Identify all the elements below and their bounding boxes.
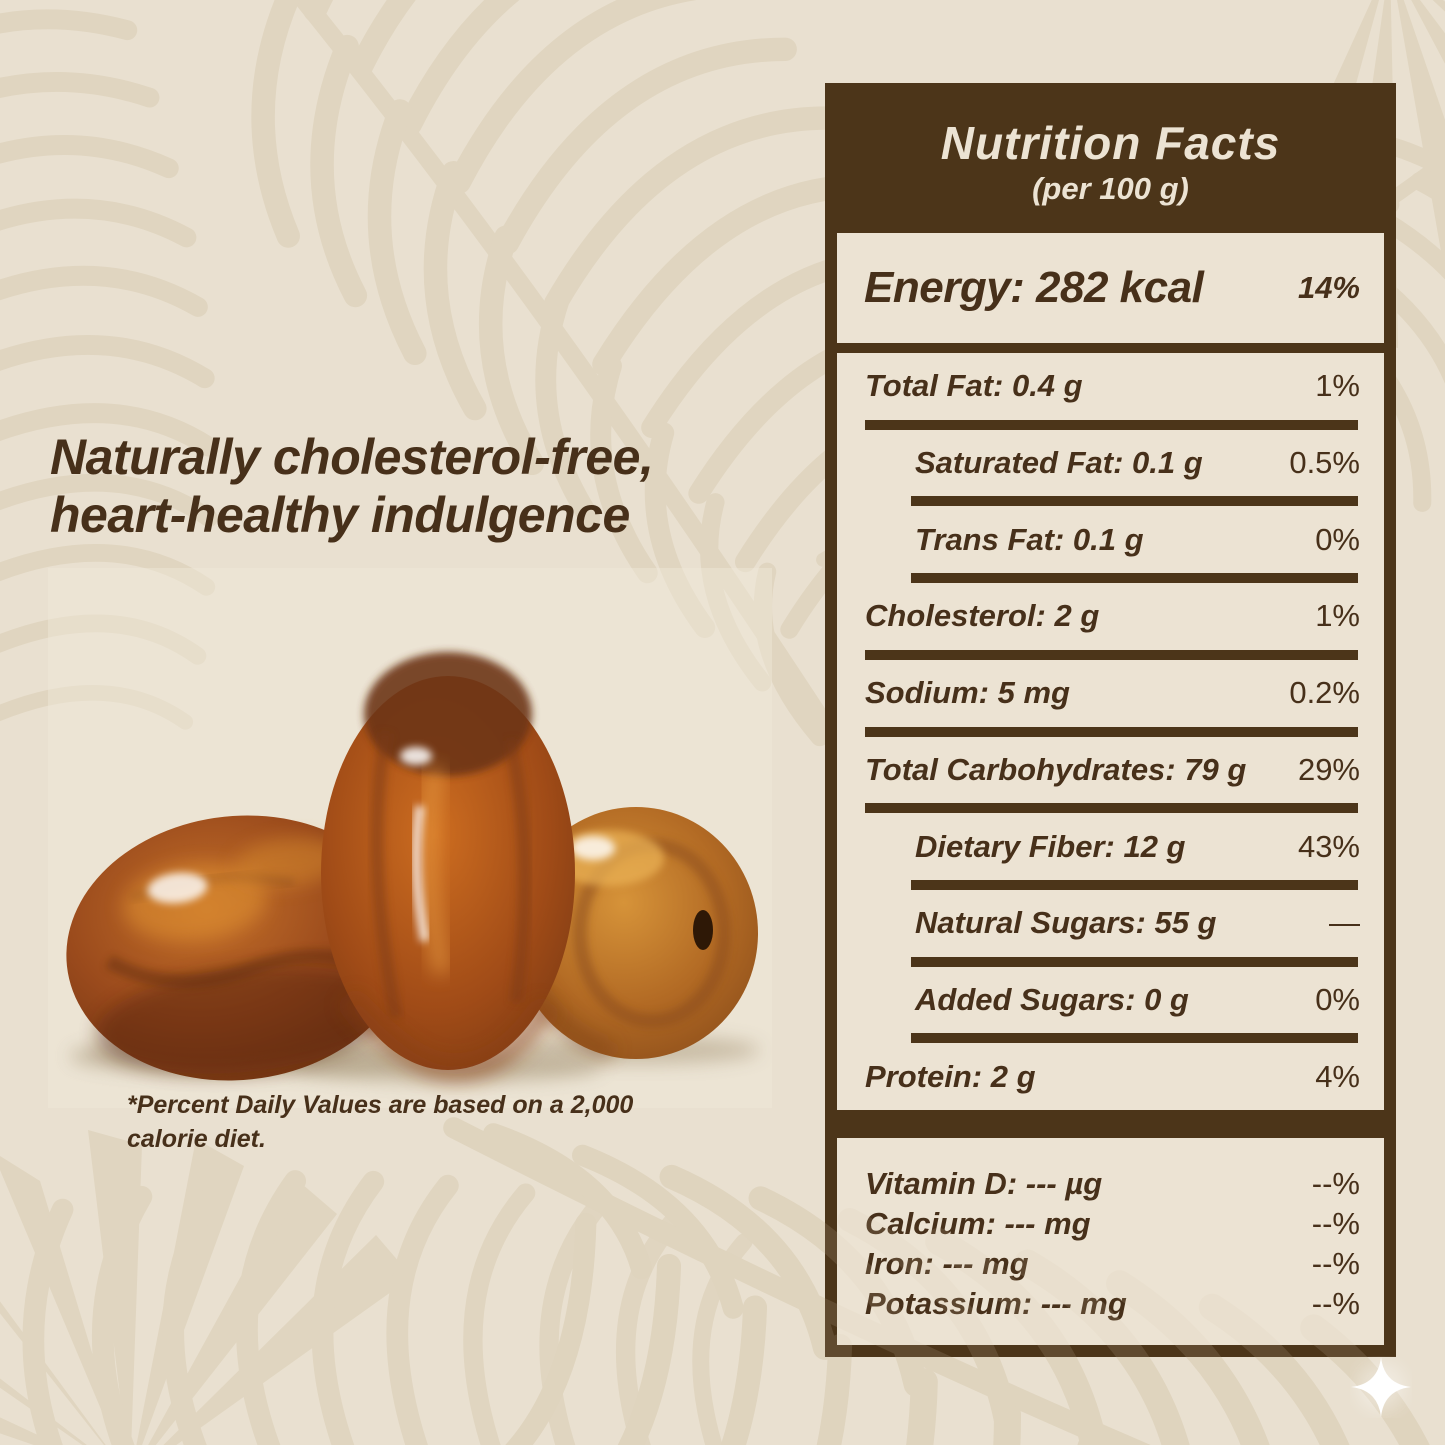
table-row-protein: Protein: 2 g 4% — [837, 1043, 1384, 1110]
table-row-calcium: Calcium: --- mg --% — [865, 1204, 1360, 1244]
headline-line-1: Naturally cholesterol-free, — [50, 429, 654, 485]
nutrition-facts-title: Nutrition Facts — [940, 117, 1281, 169]
table-row-total-carbohydrates: Total Carbohydrates: 79 g 29% — [837, 737, 1384, 804]
row-divider — [865, 803, 1358, 814]
row-daily-value: 1% — [1315, 598, 1360, 634]
footnote-line-1: *Percent Daily Values are based on a 2,0… — [127, 1091, 634, 1119]
row-divider — [911, 496, 1358, 507]
row-divider — [865, 419, 1358, 430]
headline-line-2: heart-healthy indulgence — [50, 487, 630, 543]
row-label: Potassium: --- mg — [865, 1286, 1127, 1321]
table-row-potassium: Potassium: --- mg --% — [865, 1284, 1360, 1324]
row-divider — [911, 956, 1358, 967]
row-label: Natural Sugars: 55 g — [915, 905, 1217, 941]
row-daily-value: --% — [1311, 1246, 1360, 1281]
row-label: Vitamin D: --- µg — [865, 1166, 1103, 1201]
row-divider — [911, 879, 1358, 890]
table-row-trans-fat: Trans Fat: 0.1 g 0% — [837, 506, 1384, 573]
row-divider — [865, 649, 1358, 660]
daily-values-footnote: *Percent Daily Values are based on a 2,0… — [127, 1088, 633, 1156]
table-row-cholesterol: Cholesterol: 2 g 1% — [837, 583, 1384, 650]
table-row-natural-sugars: Natural Sugars: 55 g — — [837, 890, 1384, 957]
row-label: Protein: 2 g — [865, 1058, 1036, 1094]
row-label: Total Carbohydrates: 79 g — [865, 751, 1247, 787]
dates-photo — [48, 568, 772, 1108]
section-divider-thick — [837, 1110, 1384, 1138]
row-daily-value: --% — [1311, 1286, 1360, 1321]
row-label: Saturated Fat: 0.1 g — [915, 445, 1203, 481]
nutrition-facts-panel: Nutrition Facts (per 100 g) Energy: 282 … — [825, 83, 1396, 1357]
nutrient-rows-section: Total Fat: 0.4 g 1% Saturated Fat: 0.1 g… — [837, 353, 1384, 1110]
table-row-iron: Iron: --- mg --% — [865, 1244, 1360, 1284]
row-daily-value: --% — [1311, 1206, 1360, 1241]
row-label: Added Sugars: 0 g — [915, 981, 1189, 1017]
row-daily-value: 0% — [1315, 981, 1360, 1017]
row-label: Iron: --- mg — [865, 1246, 1029, 1281]
table-row-total-fat: Total Fat: 0.4 g 1% — [837, 353, 1384, 420]
row-label: Sodium: 5 mg — [865, 675, 1070, 711]
row-daily-value: 4% — [1315, 1058, 1360, 1094]
row-daily-value: 29% — [1297, 751, 1360, 787]
headline: Naturally cholesterol-free, heart-health… — [50, 428, 654, 544]
table-row-dietary-fiber: Dietary Fiber: 12 g 43% — [837, 813, 1384, 880]
row-daily-value: 1% — [1315, 368, 1360, 404]
row-divider — [911, 573, 1358, 584]
nutrition-facts-subtitle: (per 100 g) — [1032, 171, 1189, 206]
nutrition-facts-header: Nutrition Facts (per 100 g) — [837, 95, 1384, 233]
row-divider — [911, 1033, 1358, 1044]
row-daily-value: 0.2% — [1289, 675, 1360, 711]
energy-label: Energy: 282 kcal — [864, 263, 1204, 312]
energy-daily-value: 14% — [1297, 270, 1360, 305]
table-row-sodium: Sodium: 5 mg 0.2% — [837, 660, 1384, 727]
vitamins-section: Vitamin D: --- µg --% Calcium: --- mg --… — [837, 1138, 1384, 1345]
row-divider — [865, 726, 1358, 737]
row-label: Dietary Fiber: 12 g — [915, 828, 1186, 864]
row-label: Calcium: --- mg — [865, 1206, 1091, 1241]
row-label: Cholesterol: 2 g — [865, 598, 1100, 634]
row-daily-value: — — [1329, 905, 1360, 941]
table-row-saturated-fat: Saturated Fat: 0.1 g 0.5% — [837, 430, 1384, 497]
row-label: Trans Fat: 0.1 g — [915, 521, 1144, 557]
row-daily-value: 0% — [1315, 521, 1360, 557]
row-label: Total Fat: 0.4 g — [865, 368, 1083, 404]
row-daily-value: 0.5% — [1289, 445, 1360, 481]
row-daily-value: --% — [1311, 1166, 1360, 1201]
table-row-added-sugars: Added Sugars: 0 g 0% — [837, 967, 1384, 1034]
sparkle-icon — [1351, 1357, 1411, 1417]
table-row-vitamin-d: Vitamin D: --- µg --% — [865, 1164, 1360, 1204]
row-daily-value: 43% — [1297, 828, 1360, 864]
section-divider — [837, 343, 1384, 353]
footnote-line-2: calorie diet. — [127, 1125, 266, 1153]
energy-row: Energy: 282 kcal 14% — [837, 233, 1384, 343]
